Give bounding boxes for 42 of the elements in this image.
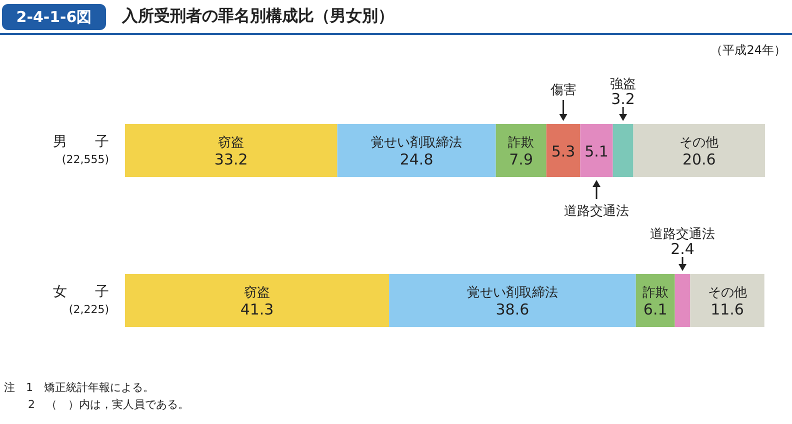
bar bbox=[690, 274, 764, 327]
text: 覚せい剤取締法 bbox=[466, 286, 558, 300]
text: 窃盗 bbox=[244, 286, 270, 300]
bar bbox=[496, 124, 546, 177]
text: 道路交通法 bbox=[564, 203, 630, 219]
bar bbox=[674, 274, 690, 327]
bar bbox=[580, 124, 613, 177]
series-label: 詐欺 bbox=[642, 286, 668, 300]
data-label: 6.1 bbox=[643, 300, 668, 318]
data-label: 33.2 bbox=[214, 150, 248, 168]
data-label: 11.6 bbox=[710, 300, 744, 318]
text: その他 bbox=[708, 286, 747, 300]
data-label: 3.2 bbox=[611, 90, 635, 108]
data-label: 2.4 bbox=[670, 240, 694, 258]
bar bbox=[633, 124, 765, 177]
data-label: 5.1 bbox=[584, 142, 608, 160]
bar bbox=[337, 124, 496, 177]
text: 道路交通法 bbox=[650, 227, 716, 242]
text: 強盗 bbox=[610, 77, 636, 92]
series-label: その他 bbox=[680, 136, 719, 150]
bar bbox=[612, 124, 634, 177]
y-tick-label: 女 子 (2,225) bbox=[53, 284, 109, 316]
series-label: 傷害 bbox=[549, 82, 576, 98]
text: 2 （ ）内は，実人員である。 bbox=[28, 397, 189, 412]
figure-number-badge: 2-4-1-6図 bbox=[2, 4, 106, 30]
data-label: 38.6 bbox=[496, 300, 530, 318]
series-label: 覚せい剤取締法 bbox=[371, 136, 462, 150]
text: （平成24年） bbox=[710, 42, 786, 59]
chart-title: 入所受刑者の罪名別構成比（男女別） bbox=[122, 6, 394, 27]
text: 詐欺 bbox=[508, 136, 534, 150]
y-tick-label: 男 子 (22,555) bbox=[53, 134, 109, 166]
bar bbox=[546, 124, 580, 177]
data-label: 7.9 bbox=[509, 150, 534, 168]
data-label: 41.3 bbox=[240, 300, 274, 318]
series-label: 窃盗 bbox=[218, 136, 244, 150]
bar bbox=[125, 274, 390, 327]
text: 注 1 矯正統計年報による。 bbox=[4, 380, 154, 395]
bar bbox=[125, 124, 338, 177]
data-label: 24.8 bbox=[400, 150, 434, 168]
bar bbox=[389, 274, 636, 327]
data-label: 20.6 bbox=[682, 150, 716, 168]
data-label: 5.3 bbox=[551, 142, 576, 160]
